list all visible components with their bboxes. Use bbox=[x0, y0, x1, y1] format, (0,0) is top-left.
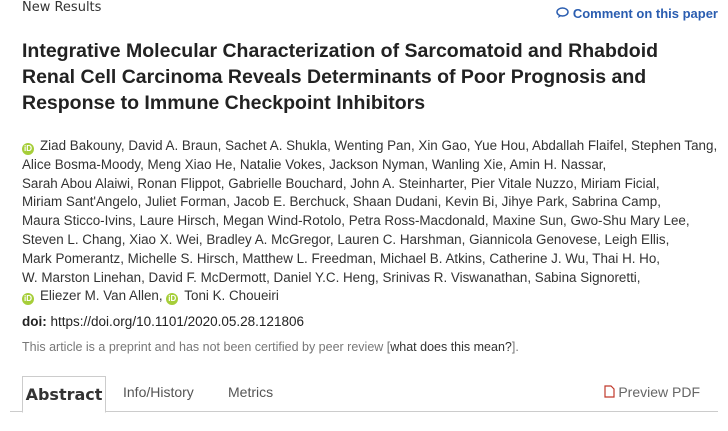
note-text: ]. bbox=[511, 340, 519, 354]
orcid-icon[interactable]: iD bbox=[22, 143, 34, 155]
author-line: iD Ziad Bakouny, David A. Braun, Sachet A… bbox=[22, 137, 717, 156]
comment-link[interactable]: Comment on this paper bbox=[556, 6, 718, 21]
preview-pdf-text[interactable]: Preview PDF bbox=[618, 384, 700, 400]
author-line: Miriam Sant'Angelo, Juliet Forman, Jacob… bbox=[22, 193, 717, 212]
note-text: This article is a preprint and has not b… bbox=[22, 340, 391, 354]
author-line: Mark Pomerantz, Michelle S. Hirsch, Matt… bbox=[22, 250, 717, 269]
article-title: Integrative Molecular Characterization o… bbox=[22, 40, 659, 114]
authors-text: Mark Pomerantz, Michelle S. Hirsch, Matt… bbox=[22, 250, 661, 266]
comment-icon bbox=[556, 7, 569, 18]
doi-label: doi: bbox=[22, 314, 47, 329]
tab[interactable]: Metrics bbox=[228, 384, 274, 400]
orcid-icon[interactable]: iD bbox=[166, 293, 179, 306]
authors-text: W. Marston Linehan, David F. McDermott, … bbox=[22, 269, 641, 285]
author-line: Alice Bosma-Moody, Meng Xiao He, Natalie… bbox=[22, 156, 717, 175]
authors-text: Toni K. Choueiri bbox=[184, 288, 279, 304]
author-line: W. Marston Linehan, David F. McDermott, … bbox=[22, 269, 717, 288]
doi-line: doi: https://doi.org/10.1101/2020.05.28.… bbox=[22, 314, 304, 329]
preprint-note: This article is a preprint and has not b… bbox=[22, 340, 519, 354]
tab-active[interactable]: Abstract bbox=[22, 376, 106, 413]
authors-text: Maura Sticco-Ivins, Laure Hirsch, Megan … bbox=[22, 213, 690, 229]
preview-pdf-link[interactable]: Preview PDF bbox=[604, 384, 700, 400]
tab-divider bbox=[10, 411, 718, 412]
author-list: iD Ziad Bakouny, David A. Braun, Sachet A… bbox=[22, 137, 717, 306]
author-line: Maura Sticco-Ivins, Laure Hirsch, Megan … bbox=[22, 212, 717, 231]
author-line: iD Eliezer M. Van Allen, iD Toni K. Chouei… bbox=[22, 287, 717, 306]
tab[interactable]: Info/History bbox=[123, 384, 194, 400]
section-label: New Results bbox=[22, 0, 102, 15]
authors-text: Steven L. Chang, Xiao X. Wei, Bradley A.… bbox=[22, 231, 670, 247]
doi-link[interactable]: https://doi.org/10.1101/2020.05.28.12180… bbox=[50, 314, 304, 329]
authors-text: Eliezer M. Van Allen, bbox=[40, 288, 163, 304]
pdf-icon bbox=[604, 385, 615, 398]
orcid-icon[interactable]: iD bbox=[22, 293, 34, 306]
comment-link-text[interactable]: Comment on this paper bbox=[572, 6, 718, 21]
author-line: Sarah Abou Alaiwi, Ronan Flippot, Gabrie… bbox=[22, 175, 717, 194]
authors-text: Miriam Sant'Angelo, Juliet Forman, Jacob… bbox=[22, 194, 661, 210]
authors-text: Alice Bosma-Moody, Meng Xiao He, Natalie… bbox=[22, 156, 607, 172]
authors-text: Ziad Bakouny, David A. Braun, Sachet A. … bbox=[40, 138, 718, 153]
note-link[interactable]: what does this mean? bbox=[390, 340, 512, 354]
authors-text: Sarah Abou Alaiwi, Ronan Flippot, Gabrie… bbox=[22, 175, 660, 191]
author-line: Steven L. Chang, Xiao X. Wei, Bradley A.… bbox=[22, 231, 717, 250]
